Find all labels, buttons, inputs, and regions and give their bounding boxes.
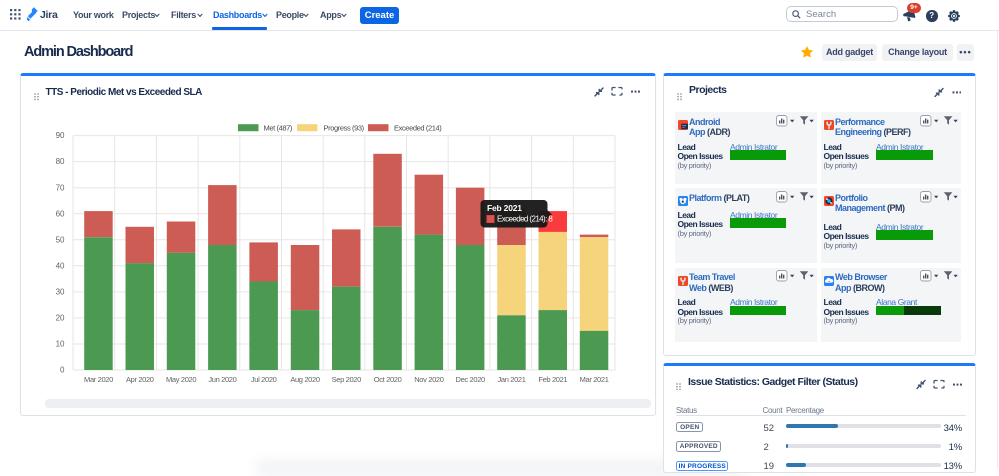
svg-text:50: 50 [56, 235, 65, 244]
svg-text:80: 80 [56, 157, 65, 166]
svg-text:Jun 2020: Jun 2020 [208, 375, 236, 384]
svg-text:Feb 2021: Feb 2021 [538, 375, 567, 384]
svg-text:Aug 2020: Aug 2020 [290, 375, 319, 384]
svg-text:Exceeded (214): Exceeded (214) [394, 124, 442, 133]
svg-text:60: 60 [56, 209, 65, 218]
svg-text:Dec 2020: Dec 2020 [456, 375, 485, 384]
svg-text:Met (487): Met (487) [264, 124, 293, 133]
svg-text:Exceeded (214): 8: Exceeded (214): 8 [497, 215, 553, 224]
svg-text:90: 90 [56, 131, 65, 140]
svg-text:Apr 2020: Apr 2020 [126, 375, 154, 384]
svg-text:May 2020: May 2020 [166, 375, 196, 384]
svg-text:Jul 2020: Jul 2020 [251, 375, 277, 384]
svg-text:Progress (93): Progress (93) [324, 124, 365, 133]
svg-text:Mar 2020: Mar 2020 [84, 375, 113, 384]
svg-text:Nov 2020: Nov 2020 [414, 375, 443, 384]
svg-text:40: 40 [56, 261, 65, 270]
svg-text:Oct 2020: Oct 2020 [374, 375, 402, 384]
svg-text:0: 0 [60, 366, 65, 375]
svg-text:30: 30 [56, 288, 65, 297]
svg-text:70: 70 [56, 183, 65, 192]
svg-text:10: 10 [56, 340, 65, 349]
svg-text:20: 20 [56, 314, 65, 323]
svg-text:Mar 2021: Mar 2021 [580, 375, 609, 384]
svg-text:Sep 2020: Sep 2020 [332, 375, 361, 384]
svg-text:Feb 2021: Feb 2021 [487, 203, 522, 213]
svg-text:Jan 2021: Jan 2021 [497, 375, 525, 384]
